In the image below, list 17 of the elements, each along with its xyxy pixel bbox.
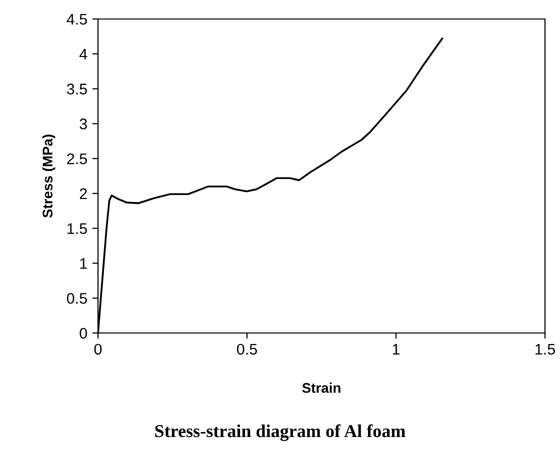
- x-tick-label: 0: [94, 344, 102, 355]
- y-tick-label: 1: [80, 258, 87, 269]
- y-tick-label: 2: [80, 188, 87, 199]
- y-tick-label: 3.5: [66, 84, 87, 94]
- y-tick-label: 0.5: [66, 292, 87, 304]
- x-tick-label: 0.5: [236, 344, 257, 355]
- y-tick-label: 1.5: [68, 223, 87, 234]
- y-tick-label: 0: [80, 328, 87, 339]
- x-axis-title: Strain: [302, 382, 340, 393]
- y-tick-label: 2.5: [67, 153, 87, 164]
- x-tick-label: 1: [392, 344, 400, 354]
- y-tick-label: 4.5: [66, 14, 87, 25]
- y-tick-label: 3: [80, 118, 87, 130]
- x-tick-label: 1.5: [536, 344, 555, 355]
- y-axis-title: Stress (MPa): [42, 134, 56, 218]
- y-tick-label: 4: [79, 48, 88, 60]
- text: Stress-strain diagram of Al foam: [155, 424, 406, 441]
